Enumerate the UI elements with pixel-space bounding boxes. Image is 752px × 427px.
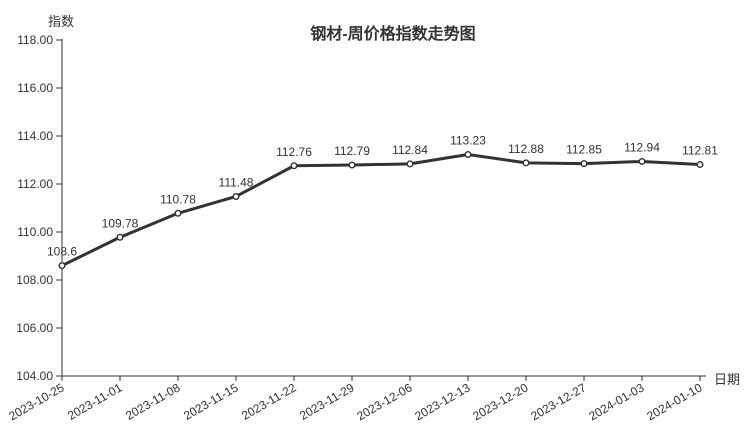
data-point-label: 112.94 (624, 140, 660, 154)
x-tick-label: 2023-12-20 (470, 380, 530, 423)
data-point-marker (580, 160, 588, 168)
data-point-marker (232, 192, 240, 200)
y-tick-label: 112.00 (17, 177, 53, 191)
data-point-label: 112.84 (392, 143, 428, 157)
y-tick-label: 114.00 (17, 129, 53, 143)
data-point-marker (638, 157, 646, 165)
y-tick-label: 116.00 (17, 81, 53, 95)
x-tick-label: 2024-01-10 (644, 380, 704, 423)
data-point-marker (348, 161, 356, 169)
data-point-marker (58, 262, 66, 270)
y-tick-label: 118.00 (17, 33, 53, 47)
x-tick-label: 2023-11-29 (297, 380, 357, 423)
x-tick-label: 2023-12-13 (412, 380, 472, 423)
data-point-marker (290, 162, 298, 170)
x-tick-label: 2023-10-25 (6, 380, 66, 423)
data-point-marker (116, 233, 124, 241)
y-tick-label: 108.00 (16, 273, 53, 287)
y-tick-label: 110.00 (17, 225, 53, 239)
data-point-marker (696, 161, 704, 169)
x-tick-label: 2023-12-27 (528, 380, 588, 423)
data-point-label: 112.81 (682, 144, 718, 158)
y-axis-name: 指数 (48, 14, 75, 29)
x-axis-name: 日期 (714, 372, 741, 387)
data-point-label: 112.79 (334, 144, 370, 158)
data-point-label: 113.23 (450, 133, 486, 147)
data-point-marker (464, 150, 472, 158)
data-point-label: 112.88 (508, 142, 544, 156)
x-tick-label: 2023-11-15 (181, 380, 241, 423)
data-point-label: 110.78 (160, 192, 196, 206)
data-point-label: 108.6 (47, 245, 77, 259)
data-point-label: 109.78 (102, 216, 139, 230)
data-line (60, 152, 702, 268)
x-tick-label: 2023-12-06 (354, 380, 414, 423)
chart-title: 钢材-周价格指数走势图 (310, 26, 476, 43)
x-tick-label: 2023-11-01 (65, 380, 125, 423)
data-point-label: 111.48 (219, 175, 254, 189)
data-point-marker (406, 160, 414, 168)
x-tick-label: 2023-11-22 (239, 380, 299, 423)
data-point-marker (174, 209, 182, 217)
x-tick-label: 2024-01-03 (586, 380, 646, 423)
y-tick-label: 106.00 (16, 321, 53, 335)
data-point-marker (522, 159, 530, 167)
y-tick-label: 104.00 (16, 369, 53, 383)
data-point-label: 112.85 (566, 143, 602, 157)
data-point-label: 112.76 (276, 145, 312, 159)
x-tick-label: 2023-11-08 (123, 380, 183, 423)
